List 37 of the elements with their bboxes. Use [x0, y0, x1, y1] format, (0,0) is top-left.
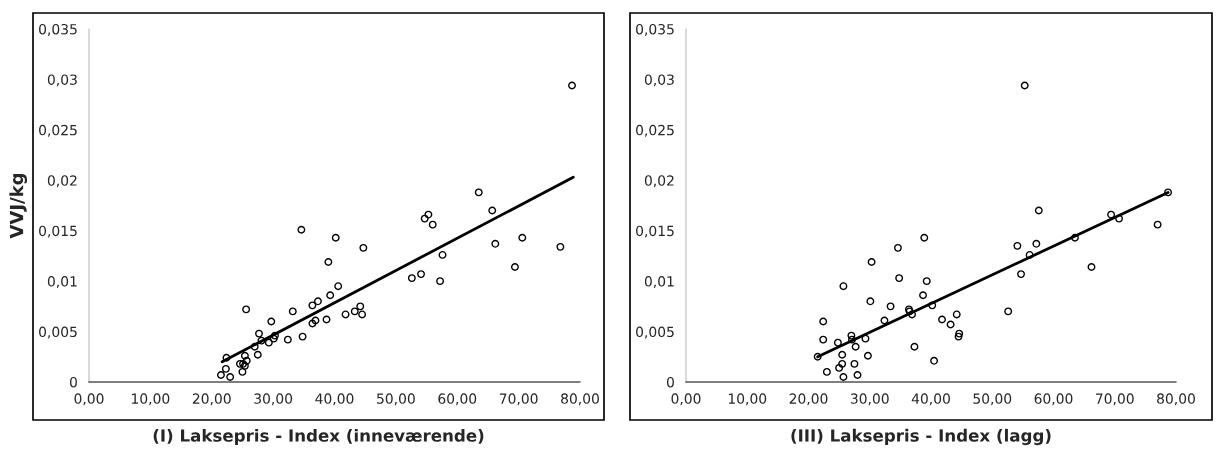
x-tick-label: 70,00 [1096, 393, 1134, 406]
x-tick-label: 80,00 [1157, 393, 1195, 406]
x-tick-label: 0,00 [74, 393, 104, 406]
x-tick-label: 40,00 [911, 393, 950, 406]
x-tick-label: 10,00 [132, 393, 170, 406]
y-tick-label: 0,015 [636, 225, 674, 238]
y-tick-label: 0,025 [39, 124, 77, 137]
y-tick-label: 0,035 [636, 23, 674, 36]
x-tick-label: 60,00 [1034, 393, 1073, 406]
x-tick-label: 70,00 [499, 393, 538, 406]
x-tick-label: 10,00 [728, 393, 767, 406]
y-tick-label: 0,02 [644, 175, 674, 188]
x-tick-label: 20,00 [192, 393, 231, 406]
y-tick-label: 0,01 [644, 276, 674, 289]
y-tick-label: 0,005 [636, 326, 674, 339]
y-tick-label: 0,03 [47, 74, 77, 87]
y-tick-label: 0,005 [39, 326, 77, 339]
y-tick-label: 0,01 [47, 276, 77, 289]
x-tick-label: 30,00 [254, 393, 293, 406]
y-tick-label: 0,035 [39, 23, 77, 36]
y-tick-label: 0,02 [47, 175, 77, 188]
y-tick-label: 0,025 [636, 124, 674, 137]
x-axis-title: (I) Laksepris - Index (inneværende) [153, 428, 484, 446]
x-tick-label: 80,00 [561, 393, 599, 406]
x-tick-label: 40,00 [315, 393, 354, 406]
x-tick-label: 60,00 [438, 393, 477, 406]
y-tick-label: 0 [69, 376, 77, 388]
x-tick-label: 50,00 [973, 393, 1012, 406]
x-tick-label: 30,00 [850, 393, 889, 406]
x-tick-label: 0,00 [671, 393, 701, 406]
x-tick-label: 20,00 [789, 393, 828, 406]
y-tick-label: 0,015 [39, 225, 77, 238]
y-tick-label: 0,03 [644, 74, 674, 87]
x-tick-label: 50,00 [377, 393, 415, 406]
y-axis-title: VVJ/kg [9, 173, 28, 239]
x-axis-title: (III) Laksepris - Index (lagg) [791, 428, 1051, 446]
y-tick-label: 0 [666, 376, 674, 388]
